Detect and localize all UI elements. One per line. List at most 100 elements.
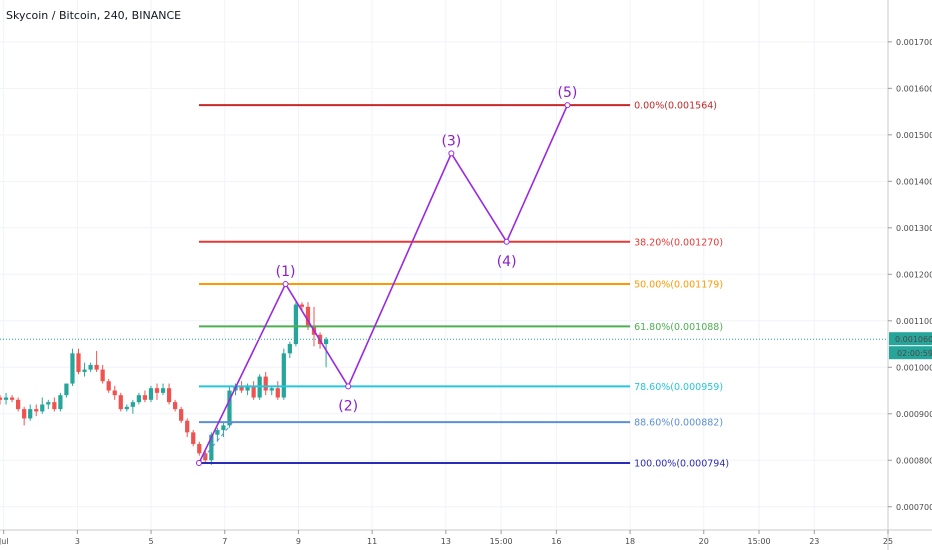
candle-body bbox=[209, 434, 214, 461]
y-tick-label: 0.001600 bbox=[896, 84, 932, 93]
candle-body bbox=[124, 406, 129, 410]
wave-path bbox=[198, 104, 569, 464]
candle-body bbox=[88, 364, 93, 370]
candle-body bbox=[173, 402, 178, 410]
current-price-marker: 0.00106049 02:00:59 bbox=[0, 332, 932, 360]
candle-body bbox=[245, 385, 250, 391]
x-tick-label: 16 bbox=[551, 537, 561, 546]
candle-body bbox=[34, 409, 39, 412]
candle-body bbox=[166, 388, 172, 403]
candle-body bbox=[203, 453, 208, 461]
candle-body bbox=[251, 385, 256, 398]
x-tick-label: 15:00 bbox=[490, 537, 513, 546]
y-tick-label: 0.001700 bbox=[896, 38, 932, 47]
x-tick-label: 15:00 bbox=[748, 537, 771, 546]
candle-body bbox=[130, 402, 135, 407]
x-tick-label: 7 bbox=[222, 537, 227, 546]
candle-body bbox=[40, 404, 45, 412]
elliott-wave[interactable]: (1) (2) (3) (4) (5) bbox=[195, 85, 578, 467]
x-tick-label: 20 bbox=[699, 537, 709, 546]
candle-body bbox=[197, 443, 202, 454]
candle-body bbox=[142, 395, 148, 400]
candles bbox=[0, 302, 329, 465]
wave-point bbox=[564, 102, 571, 109]
fib-level-label: 50.00%(0.001179) bbox=[634, 280, 723, 291]
x-tick-label: 18 bbox=[625, 537, 635, 546]
candle-body bbox=[281, 353, 286, 398]
candle-body bbox=[22, 409, 27, 419]
candle-body bbox=[100, 369, 105, 382]
candle-body bbox=[299, 304, 305, 307]
candle-body bbox=[9, 397, 15, 400]
x-tick-label: 5 bbox=[149, 537, 154, 546]
candle-body bbox=[106, 381, 111, 391]
fib-trend-line bbox=[198, 422, 233, 464]
candle-body bbox=[305, 306, 311, 326]
candle-body bbox=[269, 388, 274, 391]
x-tick-label: 13 bbox=[441, 537, 451, 546]
fib-retracement[interactable]: 0.00%(0.001564) 38.20%(0.001270) 50.00%(0.… bbox=[198, 101, 729, 470]
candle-body bbox=[191, 432, 196, 444]
candle-body bbox=[70, 353, 75, 384]
candle-body bbox=[46, 402, 51, 405]
y-tick-label: 0.001200 bbox=[896, 270, 932, 279]
candle-body bbox=[82, 369, 87, 372]
y-tick-label: 0.000800 bbox=[896, 456, 932, 465]
y-tick-label: 0.001500 bbox=[896, 131, 932, 140]
candle-body bbox=[148, 388, 154, 400]
x-tick-label: 3 bbox=[75, 537, 80, 546]
y-tick-label: 0.001100 bbox=[896, 317, 932, 326]
candle-body bbox=[94, 364, 99, 370]
x-tick-label: 25 bbox=[883, 537, 893, 546]
candle-body bbox=[293, 304, 299, 345]
wave-point bbox=[282, 281, 289, 288]
countdown-badge bbox=[889, 346, 932, 360]
fib-level-label: 88.60%(0.000882) bbox=[634, 418, 723, 429]
candle-body bbox=[179, 409, 184, 421]
candle-body bbox=[185, 420, 190, 433]
candle-body bbox=[76, 353, 81, 372]
fib-level-label: 0.00%(0.001564) bbox=[634, 101, 717, 112]
wave-label: (2) bbox=[338, 398, 358, 414]
candle-body bbox=[221, 425, 226, 431]
candle-body bbox=[0, 397, 3, 400]
y-tick-label: 0.001300 bbox=[896, 224, 932, 233]
wave-label: (5) bbox=[558, 85, 578, 101]
y-tick-label: 0.000900 bbox=[896, 410, 932, 419]
candle-body bbox=[263, 376, 268, 391]
fib-level-label: 61.80%(0.001088) bbox=[634, 322, 723, 333]
candle-body bbox=[160, 388, 166, 393]
current-price-badge bbox=[889, 332, 932, 346]
chart-title: Skycoin / Bitcoin, 240, BINANCE bbox=[6, 9, 182, 22]
candle-body bbox=[16, 399, 21, 410]
x-tick-label: 11 bbox=[367, 537, 377, 546]
wave-label: (3) bbox=[441, 133, 461, 149]
candle-body bbox=[287, 344, 292, 354]
x-tick-label: 23 bbox=[809, 537, 819, 546]
y-tick-label: 0.000700 bbox=[896, 503, 932, 512]
candle-body bbox=[64, 383, 69, 396]
candle-body bbox=[136, 395, 142, 403]
current-price-label: 0.00106049 bbox=[895, 335, 932, 344]
y-tick-label: 0.001400 bbox=[896, 177, 932, 186]
wave-label: (1) bbox=[276, 264, 296, 280]
wave-label: (4) bbox=[497, 254, 517, 270]
candle-body bbox=[154, 388, 160, 393]
candle-body bbox=[118, 395, 123, 410]
wave-point bbox=[448, 150, 455, 157]
x-tick-label: 9 bbox=[296, 537, 301, 546]
countdown-label: 02:00:59 bbox=[897, 349, 932, 358]
candle-body bbox=[52, 402, 57, 410]
fib-level-label: 38.20%(0.001270) bbox=[634, 237, 723, 248]
y-tick-label: 0.001000 bbox=[896, 363, 932, 372]
fib-level-label: 78.60%(0.000959) bbox=[634, 382, 723, 393]
wave-point bbox=[345, 383, 352, 390]
candle-body bbox=[3, 397, 9, 400]
candle-body bbox=[323, 339, 329, 345]
candle-body bbox=[215, 430, 220, 435]
wave-point bbox=[503, 238, 510, 245]
